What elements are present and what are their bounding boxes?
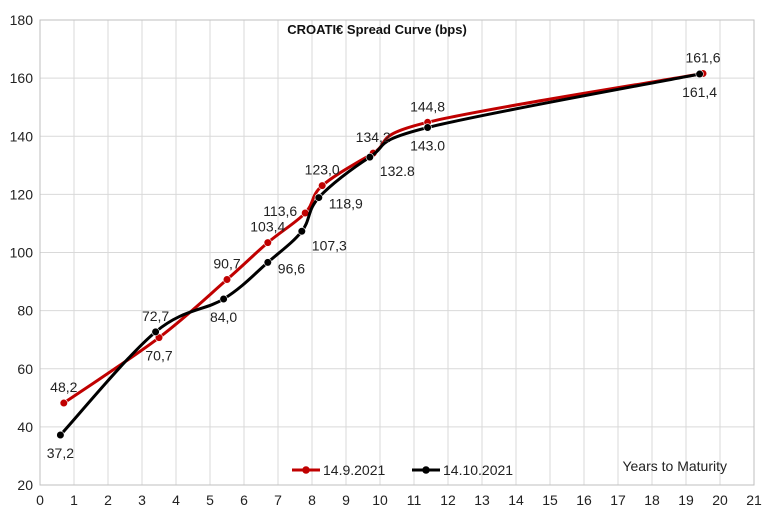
- x-tick-label: 7: [274, 492, 282, 508]
- x-tick-label: 16: [576, 492, 592, 508]
- series-1-point: [365, 153, 374, 162]
- x-tick-label: 1: [70, 492, 78, 508]
- x-tick-label: 14: [508, 492, 524, 508]
- legend-label-0: 14.9.2021: [323, 462, 385, 478]
- x-tick-label: 12: [440, 492, 456, 508]
- legend-swatch-marker-1: [422, 466, 430, 474]
- x-tick-label: 21: [746, 492, 762, 508]
- series-1-point: [263, 258, 272, 267]
- series-0-data-label: 103,4: [250, 219, 285, 235]
- y-tick-label: 160: [10, 70, 34, 86]
- x-tick-label: 2: [104, 492, 112, 508]
- x-tick-label: 18: [644, 492, 660, 508]
- series-1-data-label: 107,3: [312, 237, 347, 253]
- chart-title: CROATI€ Spread Curve (bps): [287, 22, 467, 37]
- y-tick-label: 180: [10, 12, 34, 28]
- series-1-data-label: 143.0: [410, 138, 445, 154]
- series-1-data-label: 96,6: [278, 260, 305, 276]
- x-tick-label: 15: [542, 492, 558, 508]
- series-line-1: [58, 72, 702, 437]
- series-1-point: [297, 227, 306, 236]
- series-0-point: [222, 275, 232, 284]
- series-1-data-label: 161,4: [682, 84, 717, 100]
- series-0-data-label: 70,7: [145, 348, 172, 364]
- y-tick-label: 20: [17, 477, 33, 493]
- series-1-data-label: 72,7: [142, 308, 169, 324]
- x-tick-label: 13: [474, 492, 490, 508]
- series-1-data-label: 132.8: [380, 163, 415, 179]
- series-1-data-label: 118,9: [329, 196, 363, 212]
- legend-swatch-marker-0: [302, 466, 310, 474]
- x-tick-label: 6: [240, 492, 248, 508]
- series-0-point: [59, 398, 68, 408]
- series-0-data-label: 48,2: [50, 379, 77, 395]
- x-tick-label: 5: [206, 492, 214, 508]
- series-0-data-label: 123,0: [305, 162, 340, 178]
- x-tick-label: 11: [407, 492, 422, 508]
- y-tick-label: 140: [10, 128, 34, 144]
- series-1-point: [314, 193, 323, 202]
- series-0-data-label: 134,2: [356, 129, 391, 145]
- x-tick-label: 8: [308, 492, 316, 508]
- series-0-point: [263, 238, 272, 247]
- series-1-data-label: 84,0: [210, 309, 237, 325]
- x-tick-label: 19: [678, 492, 694, 508]
- x-tick-label: 20: [712, 492, 728, 508]
- x-tick-label: 9: [342, 492, 350, 508]
- y-tick-label: 60: [17, 361, 33, 377]
- series-line-0: [62, 71, 705, 405]
- series-0-data-label: 144,8: [410, 98, 445, 114]
- legend-label-1: 14.10.2021: [443, 462, 513, 478]
- x-tick-label: 3: [138, 492, 146, 508]
- series-1-point: [151, 327, 160, 336]
- y-tick-label: 40: [17, 419, 33, 435]
- series-0-data-label: 113,6: [263, 203, 297, 219]
- y-tick-label: 120: [10, 186, 34, 202]
- x-axis-title: Years to Maturity: [622, 458, 727, 474]
- series-1-data-label: 37,2: [47, 445, 74, 461]
- axes: 0 1 2 3 4 5 6 7 8 9 10 11 12 13 14 15 16 17 18 19 20 21204060…: [10, 12, 762, 508]
- series-1-point: [423, 123, 432, 132]
- x-tick-label: 4: [172, 492, 180, 508]
- series-1-point: [695, 69, 704, 79]
- x-tick-label: 17: [610, 492, 626, 508]
- x-tick-label: 0: [36, 492, 44, 508]
- series-0-data-label: 161,6: [685, 49, 720, 65]
- series-1-point: [219, 294, 228, 304]
- series-0-data-label: 90,7: [213, 256, 240, 272]
- plot-area-border: [39, 19, 755, 486]
- x-tick-label: 10: [372, 492, 388, 508]
- legend: 14.9.2021 14.10.2021: [292, 462, 513, 478]
- series-1-point: [56, 430, 65, 440]
- y-tick-label: 80: [17, 303, 33, 319]
- series-layer: [56, 69, 708, 440]
- series-0-point: [318, 181, 327, 190]
- y-tick-label: 100: [10, 245, 34, 261]
